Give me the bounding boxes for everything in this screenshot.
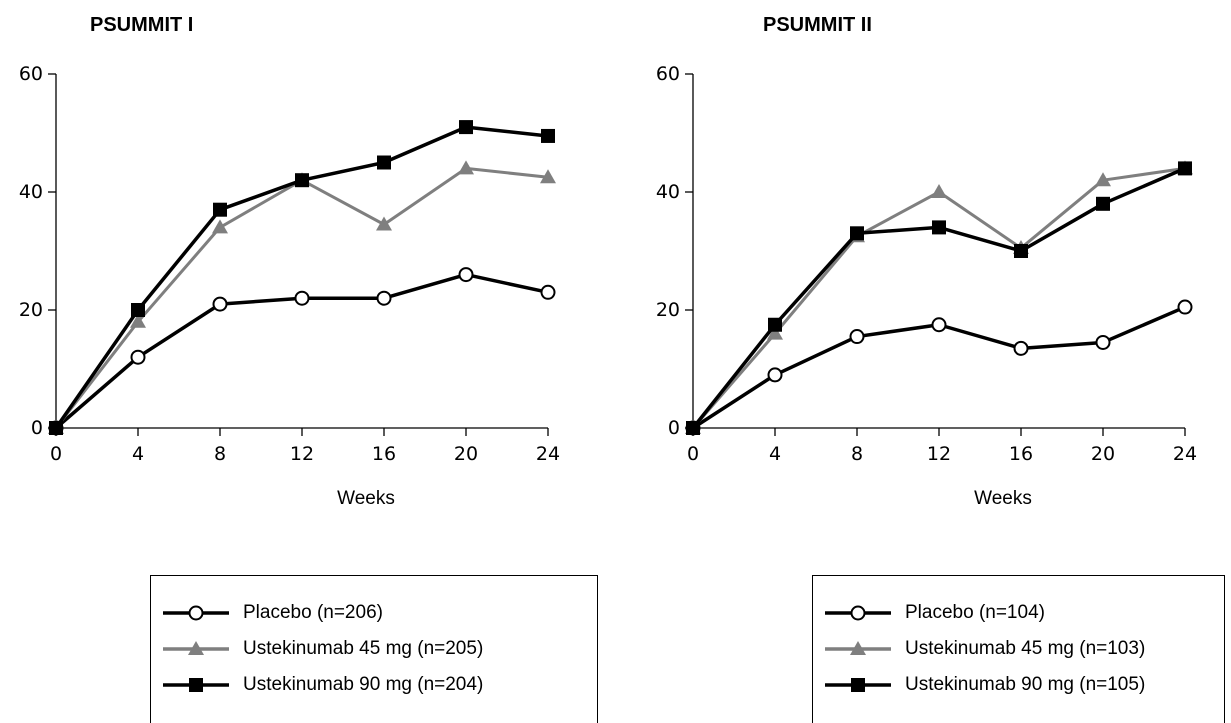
x-tick-label: 0 [687, 443, 699, 465]
data-point [767, 367, 783, 383]
legend-marker [188, 605, 204, 621]
x-tick-label: 20 [454, 443, 478, 465]
data-point [49, 421, 63, 435]
legend-item-ustekinumab-90: Ustekinumab 90 mg (n=105) [813, 667, 1145, 703]
x-tick-label: 24 [1173, 443, 1197, 465]
data-point [459, 120, 473, 135]
axes: 0 20 40 60 0 4 8 12 16 20 24 Weeks [19, 63, 560, 509]
x-tick-label: 8 [214, 443, 226, 465]
chart-title: PSUMMIT II [763, 14, 872, 36]
legend-item-ustekinumab-90: Ustekinumab 90 mg (n=204) [151, 667, 483, 703]
legend-label: Ustekinumab 90 mg (n=105) [905, 674, 1146, 695]
series-placebo-n-104 [685, 299, 1193, 436]
x-tick-label: 0 [50, 443, 62, 465]
legend-symbol-square [825, 678, 891, 692]
data-point [130, 313, 146, 328]
data-point [376, 216, 392, 231]
legend-symbol-triangle [825, 641, 891, 655]
legend-item-ustekinumab-45: Ustekinumab 45 mg (n=205) [151, 631, 483, 667]
series-line [691, 166, 1186, 429]
x-tick-label: 20 [1091, 443, 1115, 465]
x-tick-label: 12 [927, 443, 951, 465]
legend-item-placebo: Placebo (n=104) [813, 595, 1045, 631]
legend-marker [189, 678, 203, 692]
data-point [1096, 196, 1110, 211]
legend-symbol-triangle [163, 641, 229, 655]
x-tick-label: 4 [132, 443, 144, 465]
data-point [1177, 299, 1193, 315]
legend-item-ustekinumab-45: Ustekinumab 45 mg (n=103) [813, 631, 1145, 667]
legend-label: Placebo (n=104) [905, 602, 1045, 623]
legend-symbol-square [163, 678, 229, 692]
data-point [377, 155, 391, 170]
legend-marker [851, 678, 865, 692]
data-point [931, 317, 947, 333]
x-tick-label: 4 [769, 443, 781, 465]
data-point [130, 349, 146, 365]
y-tick-label: 40 [19, 181, 43, 203]
series-ustekinumab-45-mg-n-103 [685, 160, 1193, 434]
x-tick-label: 16 [1009, 443, 1033, 465]
data-point [1095, 172, 1111, 187]
legend-symbol-open-circle [825, 605, 891, 621]
data-point [931, 184, 947, 198]
series-ustekinumab-90-mg-n-105 [686, 161, 1192, 435]
data-point [212, 219, 228, 234]
data-point [850, 226, 864, 241]
x-tick-label: 12 [290, 443, 314, 465]
x-axis-title: Weeks [337, 488, 395, 509]
data-point [540, 284, 556, 300]
data-point [540, 169, 556, 184]
legend-label: Ustekinumab 45 mg (n=205) [243, 638, 484, 659]
data-point [295, 173, 309, 188]
data-point [294, 290, 310, 306]
axes: 0 20 40 60 0 4 8 12 16 20 24 Weeks [656, 63, 1197, 509]
legend-marker [850, 605, 866, 621]
legend-marker [850, 641, 866, 655]
data-point [213, 202, 227, 217]
data-point [849, 329, 865, 345]
series-line [691, 166, 1186, 430]
data-point [686, 421, 700, 435]
data-point [458, 160, 474, 175]
chart-title: PSUMMIT I [90, 14, 194, 36]
legend-label: Placebo (n=206) [243, 602, 383, 623]
data-point [458, 267, 474, 283]
y-tick-label: 0 [668, 417, 680, 439]
series-placebo-n-206 [48, 267, 556, 436]
y-tick-label: 60 [19, 63, 43, 85]
x-tick-label: 24 [536, 443, 560, 465]
legend-label: Ustekinumab 45 mg (n=103) [905, 638, 1146, 659]
data-point [1014, 244, 1028, 258]
chart-legend: Placebo (n=206) Ustekinumab 45 mg (n=205… [150, 575, 598, 723]
y-tick-label: 60 [656, 63, 680, 85]
data-point [932, 220, 946, 235]
line-chart-psummit-1: 0 20 40 60 0 4 8 12 16 20 24 Weeks [19, 63, 560, 509]
legend-symbol-open-circle [163, 605, 229, 621]
legend-item-placebo: Placebo (n=206) [151, 595, 383, 631]
data-point [541, 128, 555, 143]
data-point [212, 296, 228, 312]
x-axis-title: Weeks [974, 488, 1032, 509]
data-point [1095, 334, 1111, 350]
chart-panel-psummit-1: PSUMMIT I 0 20 40 60 0 4 8 12 16 20 24 Weeks Placeb… [0, 0, 615, 723]
x-tick-label: 8 [851, 443, 863, 465]
y-tick-label: 40 [656, 181, 680, 203]
chart-legend: Placebo (n=104) Ustekinumab 45 mg (n=103… [812, 575, 1225, 723]
chart-panel-psummit-2: PSUMMIT II 0 20 40 60 0 4 8 12 16 20 24 Weeks Place… [615, 0, 1231, 723]
data-point [1178, 161, 1192, 176]
legend-marker [188, 641, 204, 655]
data-point [767, 325, 783, 340]
line-chart-psummit-2: 0 20 40 60 0 4 8 12 16 20 24 Weeks [656, 63, 1197, 509]
x-tick-label: 16 [372, 443, 396, 465]
data-point [376, 290, 392, 306]
y-tick-label: 20 [19, 299, 43, 321]
data-point [1013, 340, 1029, 356]
y-tick-label: 0 [31, 417, 43, 439]
data-point [768, 317, 782, 332]
legend-label: Ustekinumab 90 mg (n=204) [243, 674, 484, 695]
series-ustekinumab-90-mg-n-204 [49, 120, 555, 435]
y-tick-label: 20 [656, 299, 680, 321]
data-point [131, 303, 145, 317]
